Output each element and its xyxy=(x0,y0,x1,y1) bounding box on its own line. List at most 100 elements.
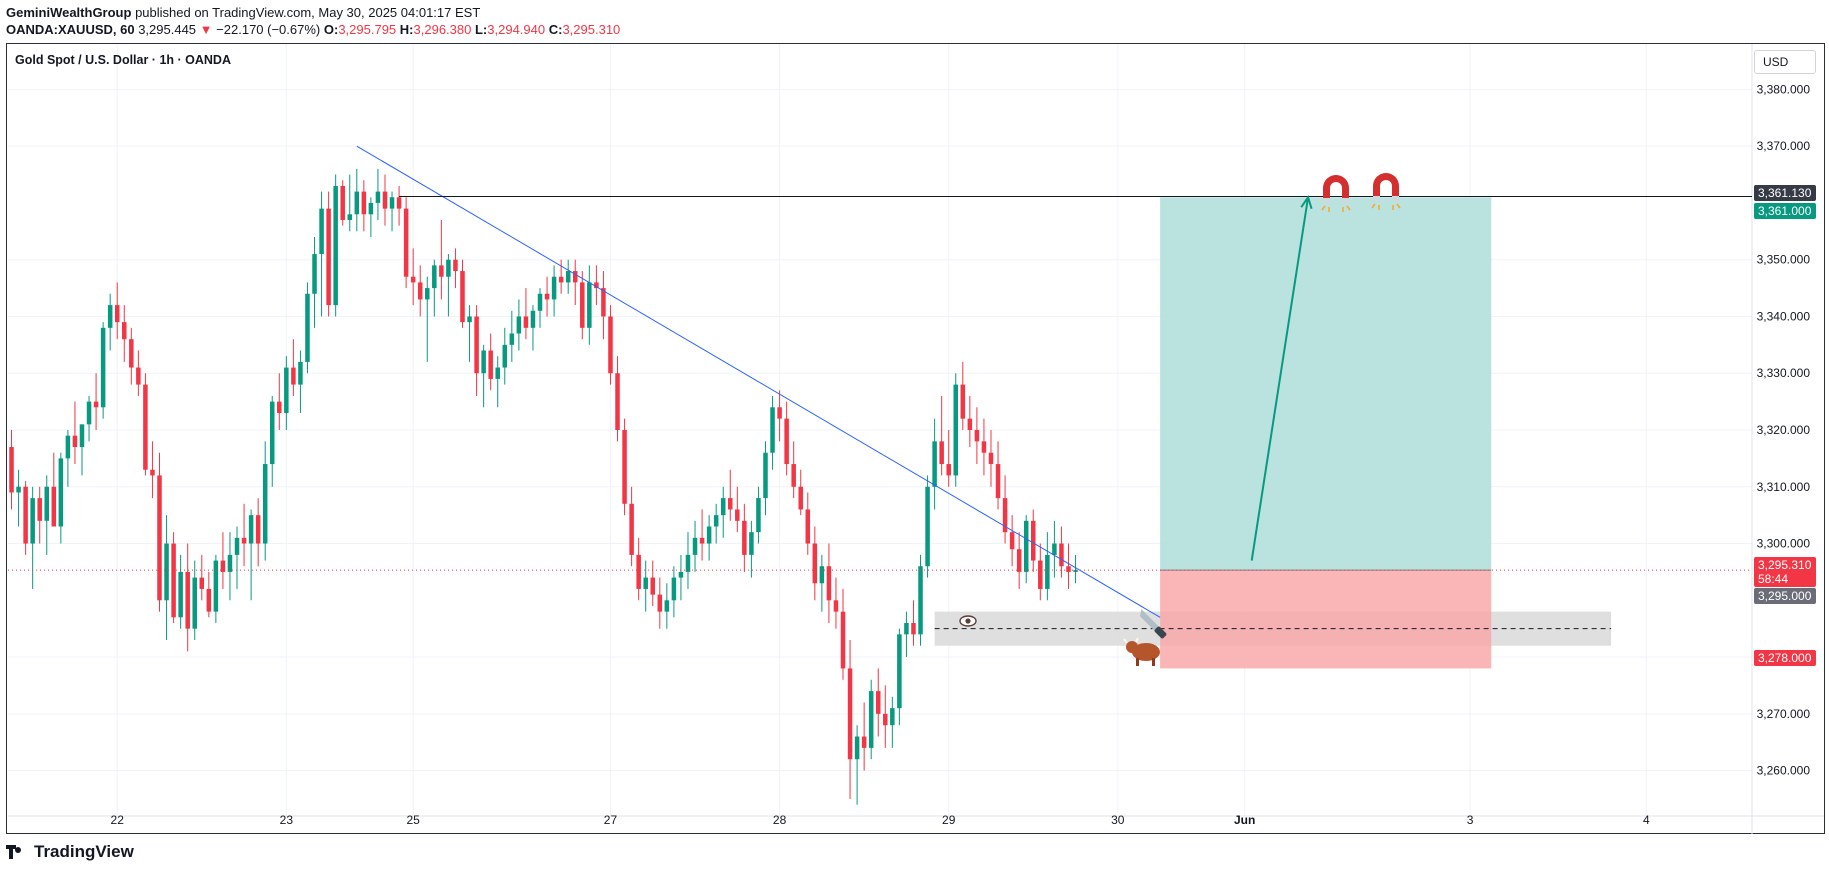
candle[interactable] xyxy=(248,509,254,601)
candle[interactable] xyxy=(227,532,233,601)
candle[interactable] xyxy=(44,475,50,555)
candle[interactable] xyxy=(107,293,113,351)
candle[interactable] xyxy=(1016,532,1022,589)
candle[interactable] xyxy=(79,424,85,476)
candle[interactable] xyxy=(298,350,303,413)
candle[interactable] xyxy=(1066,543,1071,589)
candle[interactable] xyxy=(875,668,881,737)
candle[interactable] xyxy=(136,350,141,396)
candle[interactable] xyxy=(432,259,437,317)
candle[interactable] xyxy=(523,288,529,340)
candle[interactable] xyxy=(974,407,980,465)
candle[interactable] xyxy=(784,401,789,476)
candle[interactable] xyxy=(615,356,620,442)
candle[interactable] xyxy=(1038,543,1043,601)
candle[interactable] xyxy=(30,486,35,589)
candle[interactable] xyxy=(192,560,197,641)
candle[interactable] xyxy=(939,395,944,476)
candle[interactable] xyxy=(826,543,832,623)
candle[interactable] xyxy=(361,180,367,232)
candle[interactable] xyxy=(157,452,162,612)
candle[interactable] xyxy=(777,390,782,442)
price-badge[interactable]: 3,361.130 xyxy=(1754,185,1816,201)
candle[interactable] xyxy=(833,577,839,629)
candle[interactable] xyxy=(382,174,388,226)
candle[interactable] xyxy=(601,271,606,340)
candle[interactable] xyxy=(692,520,698,572)
candle[interactable] xyxy=(537,288,543,328)
candle[interactable] xyxy=(129,327,134,385)
candle[interactable] xyxy=(1002,475,1008,544)
time-axis[interactable]: 22 23 25 27 28 29 30 Jun 3 4 xyxy=(111,813,1650,827)
candle[interactable] xyxy=(23,481,28,555)
candle[interactable] xyxy=(396,185,402,226)
candle[interactable] xyxy=(375,168,381,220)
candle[interactable] xyxy=(403,197,409,289)
currency-button[interactable]: USD xyxy=(1754,50,1816,74)
candle[interactable] xyxy=(58,452,64,544)
candle[interactable] xyxy=(199,554,205,601)
candle[interactable] xyxy=(1052,520,1057,578)
tradingview-logo[interactable]: TradingView xyxy=(6,842,134,862)
candle[interactable] xyxy=(100,322,106,419)
candle[interactable] xyxy=(988,430,994,487)
candle[interactable] xyxy=(770,395,775,470)
candle[interactable] xyxy=(213,554,219,623)
candle[interactable] xyxy=(897,628,902,726)
candle[interactable] xyxy=(206,571,212,618)
candle[interactable] xyxy=(805,492,811,555)
candle[interactable] xyxy=(114,282,120,340)
candle[interactable] xyxy=(671,566,677,618)
candle[interactable] xyxy=(164,515,169,641)
candle[interactable] xyxy=(713,503,719,544)
candle[interactable] xyxy=(389,191,395,232)
candle[interactable] xyxy=(749,520,754,578)
candle[interactable] xyxy=(643,560,648,612)
candle[interactable] xyxy=(650,560,656,606)
candle[interactable] xyxy=(819,554,825,612)
candle[interactable] xyxy=(269,395,275,487)
candle[interactable] xyxy=(840,588,846,680)
candle[interactable] xyxy=(890,696,895,748)
publisher-name[interactable]: GeminiWealthGroup xyxy=(6,5,132,20)
candle[interactable] xyxy=(284,356,289,430)
candle[interactable] xyxy=(587,265,592,345)
candle[interactable] xyxy=(185,543,190,652)
candle[interactable] xyxy=(530,305,536,351)
candle[interactable] xyxy=(904,611,909,658)
candle[interactable] xyxy=(93,373,99,430)
candle[interactable] xyxy=(255,498,261,567)
candle[interactable] xyxy=(678,554,684,601)
candle[interactable] xyxy=(791,441,796,499)
candle[interactable] xyxy=(319,191,324,317)
price-badge[interactable]: 3,361.000 xyxy=(1754,203,1816,219)
candle[interactable] xyxy=(629,486,634,567)
candle[interactable] xyxy=(657,577,663,629)
price-badge[interactable]: 3,295.000 xyxy=(1754,588,1816,604)
candle[interactable] xyxy=(326,191,331,317)
price-axis[interactable]: 3,260.0003,270.0003,280.0003,300.0003,31… xyxy=(1754,82,1816,778)
candle[interactable] xyxy=(277,373,282,430)
candle[interactable] xyxy=(946,430,951,487)
candle[interactable] xyxy=(1023,515,1029,584)
candle[interactable] xyxy=(65,430,71,487)
candle[interactable] xyxy=(580,271,585,340)
trendline[interactable] xyxy=(356,145,1161,618)
candle[interactable] xyxy=(516,299,522,351)
candle[interactable] xyxy=(37,486,42,544)
candle[interactable] xyxy=(446,254,451,317)
candle[interactable] xyxy=(122,305,127,362)
candle[interactable] xyxy=(178,554,183,629)
candle[interactable] xyxy=(636,537,641,601)
candle[interactable] xyxy=(981,418,987,476)
candle[interactable] xyxy=(551,265,557,317)
candle[interactable] xyxy=(291,339,296,396)
candle[interactable] xyxy=(565,259,571,294)
candle[interactable] xyxy=(460,259,465,328)
candle[interactable] xyxy=(735,486,740,533)
candle[interactable] xyxy=(9,430,14,510)
candle[interactable] xyxy=(509,310,515,362)
candle[interactable] xyxy=(354,168,360,232)
